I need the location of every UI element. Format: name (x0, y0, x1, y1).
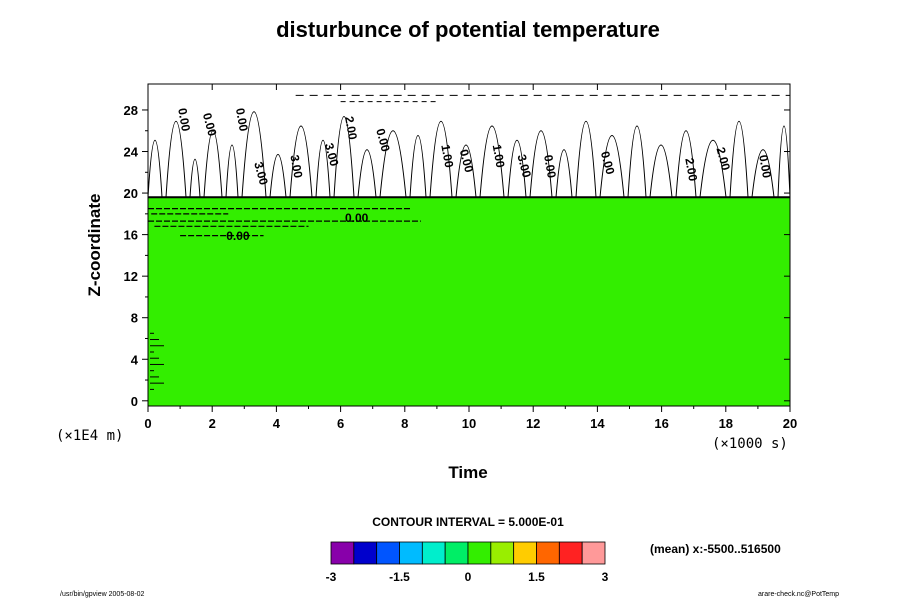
mean-range: (mean) x:-5500..516500 (650, 542, 781, 556)
y-tick-label: 24 (124, 145, 139, 160)
x-tick-label: 0 (144, 416, 151, 431)
colorbar-tick-label: -1.5 (389, 570, 410, 584)
y-tick-label: 20 (124, 186, 138, 201)
colorbar-swatch (558, 541, 583, 565)
y-tick-label: 28 (124, 103, 138, 118)
colorbar-swatch (353, 541, 378, 565)
contour-label: 2.00 (342, 115, 360, 141)
x-tick-label: 18 (719, 416, 733, 431)
contour-interval: CONTOUR INTERVAL = 5.000E-01 (372, 515, 564, 529)
colorbar-tick-label: -3 (326, 570, 337, 584)
x-tick-label: 2 (209, 416, 216, 431)
contour-label: 0.00 (175, 107, 193, 133)
y-tick-label: 0 (131, 394, 138, 409)
contour-label: 0.00 (457, 148, 477, 174)
contour-label: 1.00 (490, 143, 508, 169)
colorbar-tick-label: 0 (465, 570, 472, 584)
footer-right: arare-check.nc@PotTemp (758, 591, 839, 598)
x-axis-label: Time (448, 463, 487, 482)
contour-label: 0.00 (345, 211, 369, 225)
contour-label: 1.00 (438, 143, 456, 169)
y-tick-label: 12 (124, 269, 138, 284)
x-tick-label: 16 (654, 416, 668, 431)
contour-label: 3.00 (251, 160, 271, 186)
colorbar-tick-label: 1.5 (528, 570, 545, 584)
x-axis-unit: (×1000 s) (712, 436, 788, 452)
colorbar-swatch (444, 541, 469, 565)
colorbar-swatch (467, 541, 492, 565)
colorbar-swatch (490, 541, 515, 565)
contour-lines (148, 196, 790, 390)
contour-label: 0.00 (200, 111, 220, 137)
upper-contours (147, 94, 791, 198)
contour-label: 3.00 (322, 142, 342, 168)
contour-label: 3.00 (287, 154, 305, 180)
x-tick-label: 6 (337, 416, 344, 431)
colorbar-swatch (330, 541, 355, 565)
x-tick-label: 4 (273, 416, 281, 431)
y-tick-label: 8 (131, 311, 138, 326)
colorbar-swatch (421, 541, 446, 565)
contour-label: 2.00 (713, 146, 733, 172)
x-tick-label: 8 (401, 416, 408, 431)
plot-area: 0.000.000.00 0.00 0.003.00 3.00 3.002.00 0.00… (124, 83, 797, 431)
colorbar: -3 -1.5 0 1.5 3 (326, 541, 609, 584)
contour-label: 0.00 (373, 127, 393, 153)
contour-arches (147, 111, 791, 198)
footer-left: /usr/bin/gpview 2005-08-02 (60, 591, 145, 598)
colorbar-swatch (399, 541, 423, 565)
colorbar-swatch (513, 541, 537, 565)
x-tick-label: 10 (462, 416, 476, 431)
contour-label: 2.00 (682, 157, 700, 183)
x-tick-label: 20 (783, 416, 797, 431)
colorbar-swatch (536, 541, 560, 565)
y-axis-label: Z-coordinate (85, 194, 104, 297)
contour-label: 0.00 (541, 154, 559, 180)
x-tick-label: 14 (590, 416, 605, 431)
contour-label: 0.00 (233, 107, 251, 133)
contour-label: 0.00 (226, 229, 250, 243)
colorbar-swatch (376, 541, 400, 565)
colorbar-swatch (581, 541, 606, 565)
y-axis-unit: (×1E4 m) (56, 428, 123, 444)
filled-region (148, 197, 790, 406)
chart-title: disturbunce of potential temperature (276, 17, 660, 42)
x-tick-label: 12 (526, 416, 540, 431)
y-tick-label: 4 (131, 352, 139, 367)
y-tick-label: 16 (124, 228, 138, 243)
contour-label: 0.00 (598, 150, 618, 176)
contour-label: 0.00 (756, 154, 774, 180)
contour-label: 3.00 (514, 153, 534, 179)
colorbar-tick-label: 3 (602, 570, 609, 584)
